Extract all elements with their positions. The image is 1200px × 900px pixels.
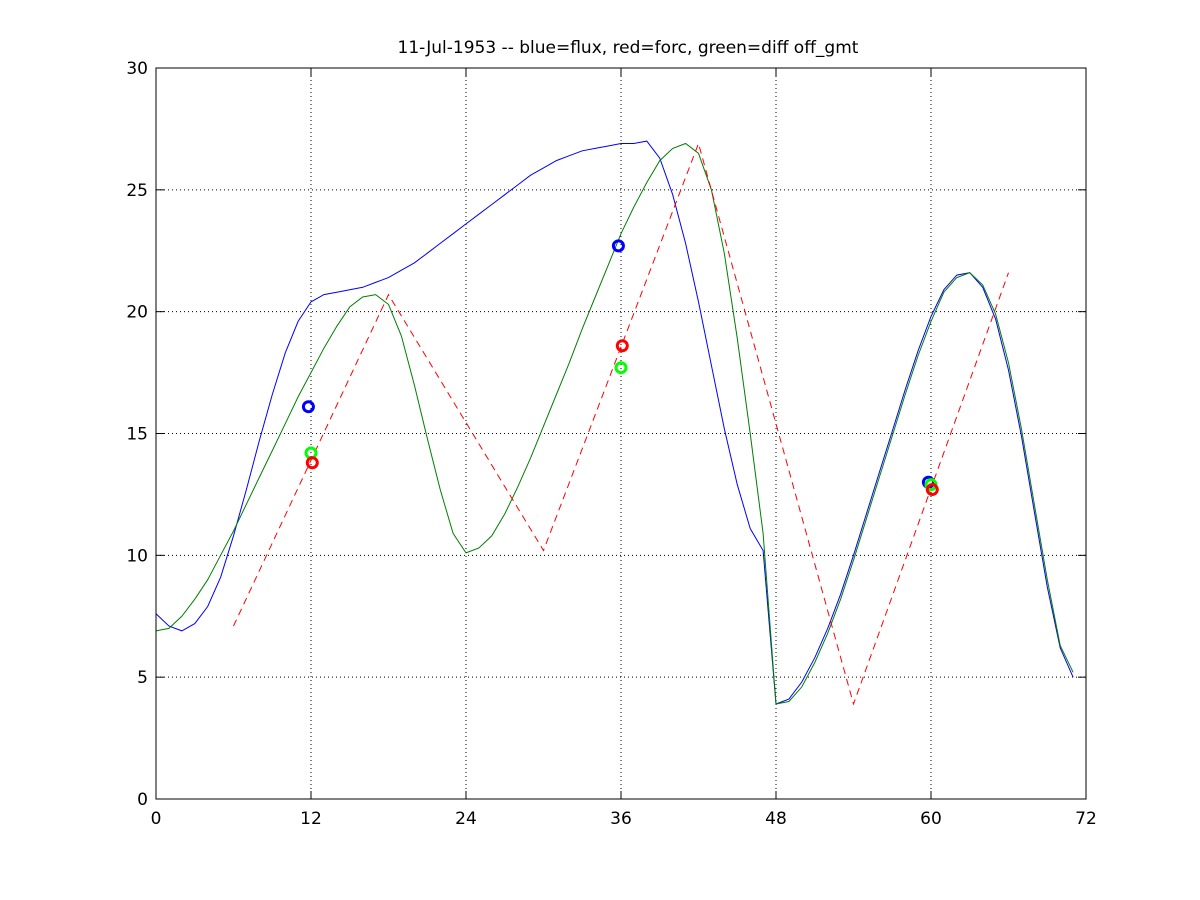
x-tick-label: 12: [300, 809, 322, 829]
tick-labels: 0 12 24 36 48 60 72 0 5 10 15 20 25 30: [126, 59, 1096, 829]
marker-group: [301, 239, 939, 497]
y-tick-label: 5: [137, 668, 148, 688]
y-tick-label: 15: [126, 425, 148, 445]
x-tick-label: 0: [151, 809, 162, 829]
data-marker: [614, 361, 628, 375]
series-line-0: [155, 140, 1074, 705]
y-tick-label: 30: [126, 59, 148, 79]
x-tick-label: 72: [1075, 809, 1097, 829]
data-marker: [301, 400, 315, 414]
x-tick-label: 48: [765, 809, 787, 829]
series-line-2: [233, 141, 1009, 706]
data-marker: [305, 456, 319, 470]
x-tick-label: 24: [455, 809, 477, 829]
y-tick-label: 20: [126, 303, 148, 323]
data-marker: [925, 483, 939, 497]
y-tick-label: 25: [126, 181, 148, 201]
grid-lines: [156, 68, 1086, 799]
data-marker: [611, 239, 625, 253]
x-tick-label: 60: [920, 809, 942, 829]
x-tick-label: 36: [610, 809, 632, 829]
y-tick-label: 0: [137, 790, 148, 810]
data-marker: [615, 339, 629, 353]
chart-title: 11-Jul-1953 -- blue=flux, red=forc, gree…: [398, 38, 859, 58]
axis-ticks: [155, 67, 1087, 800]
y-tick-label: 10: [126, 546, 148, 566]
